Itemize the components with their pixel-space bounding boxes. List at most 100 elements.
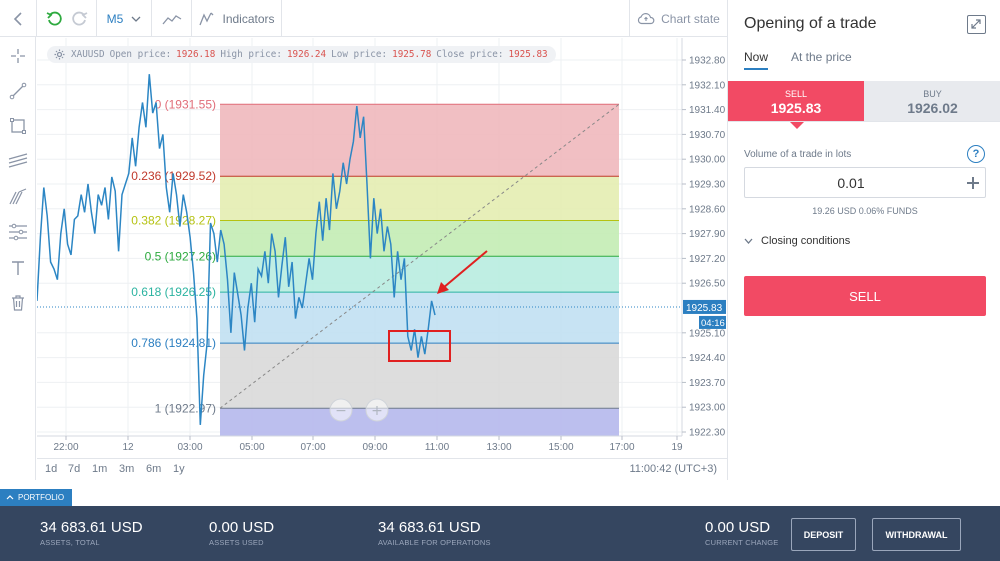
- current-price-badge-label: 1925.83: [686, 303, 723, 314]
- y-axis-tick-label: 1924.40: [689, 353, 726, 364]
- x-axis-tick-label: 17:00: [609, 442, 634, 453]
- withdrawal-button[interactable]: WITHDRAWAL: [872, 518, 961, 551]
- zoom-in-button[interactable]: [365, 398, 389, 422]
- ohlc-open-value: 1926.18: [176, 49, 216, 60]
- x-axis-tick-label: 22:00: [53, 442, 78, 453]
- indicators-label: Indicators: [222, 11, 275, 26]
- annotation-arrow-shaft: [442, 250, 488, 289]
- price-chart-svg[interactable]: 0 (1931.55)0.236 (1929.52)0.382 (1928.27…: [37, 38, 727, 458]
- expand-icon[interactable]: [967, 15, 986, 34]
- period-1m[interactable]: 1m: [92, 463, 108, 475]
- sell-button[interactable]: SELL: [744, 276, 986, 316]
- y-axis-tick-label: 1931.40: [689, 105, 726, 116]
- rectangle-tool-icon: [10, 118, 26, 134]
- sell-tile-pointer: [789, 121, 805, 129]
- fib-zone: [220, 408, 619, 436]
- server-clock: 11:00:42 (UTC+3): [629, 463, 717, 475]
- period-3m[interactable]: 3m: [119, 463, 135, 475]
- x-axis-tick-label: 07:00: [300, 442, 325, 453]
- y-axis-tick-label: 1923.00: [689, 403, 726, 414]
- buy-price-tile[interactable]: BUY 1926.02: [864, 81, 1000, 121]
- y-axis-tick-label: 1928.60: [689, 204, 726, 215]
- buy-tile-price: 1926.02: [907, 100, 958, 116]
- channel-tool[interactable]: [6, 148, 30, 172]
- timeframe-select[interactable]: M5: [97, 0, 152, 37]
- ohlc-close-value: 1925.83: [508, 49, 548, 60]
- ohlc-low-value: 1925.78: [392, 49, 432, 60]
- margin-info: 19.26 USD 0.06% FUNDS: [812, 206, 918, 216]
- fib-level-label: 0.5 (1927.26): [145, 249, 216, 263]
- price-chart[interactable]: 0 (1931.55) 0.236 (1929.52) 0.382 (1928.27…: [37, 38, 727, 458]
- y-axis-tick-label: 1929.30: [689, 180, 726, 191]
- panel-title: Opening of a trade: [744, 15, 877, 32]
- chevron-down-icon: [131, 16, 141, 22]
- chevron-down-icon: [744, 238, 753, 244]
- volume-input[interactable]: [744, 167, 986, 198]
- trash-icon: [12, 295, 24, 311]
- redo-icon[interactable]: [71, 11, 88, 27]
- ohlc-close-label: Close price:: [436, 49, 504, 60]
- delete-drawings-tool[interactable]: [6, 291, 30, 315]
- sell-tile-label: SELL: [784, 89, 808, 99]
- available-value: 34 683.61 USD: [378, 519, 481, 536]
- period-6m[interactable]: 6m: [146, 463, 162, 475]
- rectangle-tool[interactable]: [6, 114, 30, 138]
- annotation-arrow-head: [437, 282, 449, 294]
- period-7d[interactable]: 7d: [68, 463, 81, 475]
- fib-level-label: 0 (1931.55): [155, 97, 216, 111]
- x-axis-tick-label: 11:00: [425, 442, 450, 453]
- current-change-label: CURRENT CHANGE: [705, 538, 779, 547]
- volume-increase-button[interactable]: [960, 168, 986, 197]
- back-button[interactable]: [0, 0, 37, 37]
- pitchfork-tool[interactable]: [6, 184, 30, 208]
- chart-type-button[interactable]: [152, 0, 192, 37]
- tab-at-the-price[interactable]: At the price: [791, 50, 852, 64]
- assets-used-label: ASSETS USED: [209, 538, 264, 547]
- channel-tool-icon: [8, 153, 28, 168]
- ohlc-symbol: XAUUSD: [71, 49, 105, 60]
- chevron-up-icon: [6, 495, 14, 500]
- portfolio-tab[interactable]: PORTFOLIO: [0, 489, 72, 506]
- period-1d[interactable]: 1d: [45, 463, 58, 475]
- text-tool[interactable]: [6, 256, 30, 280]
- indicators-button[interactable]: Indicators: [192, 0, 282, 37]
- y-axis-tick-label: 1930.70: [689, 130, 726, 141]
- fib-zone: [220, 292, 619, 344]
- crosshair-tool[interactable]: [6, 44, 30, 68]
- zoom-in-symbol: +: [371, 403, 383, 419]
- assets-total: 34 683.61 USD ASSETS, TOTAL: [40, 519, 143, 547]
- deposit-button[interactable]: DEPOSIT: [791, 518, 856, 551]
- chart-state-button[interactable]: Chart state: [629, 0, 727, 37]
- price-series-line: [37, 74, 436, 425]
- symbol-settings-icon[interactable]: [54, 49, 65, 60]
- current-change-value: 0.00 USD: [705, 519, 771, 536]
- zoom-out-button[interactable]: [329, 398, 353, 422]
- countdown-badge: [699, 315, 726, 329]
- line-tool[interactable]: [6, 79, 30, 103]
- pitchfork-tool-icon: [9, 188, 27, 205]
- period-1y[interactable]: 1y: [173, 463, 185, 475]
- undo-icon[interactable]: [46, 11, 62, 27]
- help-icon[interactable]: ?: [967, 145, 985, 163]
- fibonacci-tool[interactable]: [6, 220, 30, 244]
- line-tool-icon: [9, 82, 27, 100]
- x-axis-tick-label: 12: [122, 442, 134, 453]
- y-axis-tick-label: 1932.80: [689, 56, 726, 67]
- closing-conditions-toggle[interactable]: Closing conditions: [744, 235, 850, 247]
- fib-zone: [220, 104, 619, 177]
- trade-panel: Opening of a trade Now At the price SELL…: [727, 0, 1000, 480]
- current-price-badge: [683, 299, 726, 314]
- sell-price-tile[interactable]: SELL 1925.83: [728, 81, 864, 121]
- fib-zone: [220, 220, 619, 257]
- tab-now[interactable]: Now: [744, 50, 769, 70]
- fib-level-label: 0.786 (1924.81): [131, 336, 216, 350]
- timeframe-value: M5: [106, 11, 124, 26]
- countdown-badge-label: 04:16: [701, 318, 725, 329]
- ohlc-open-label: Open price:: [109, 49, 172, 60]
- y-axis-tick-label: 1926.50: [689, 279, 726, 290]
- x-axis-tick-label: 09:00: [362, 442, 387, 453]
- ohlc-low-label: Low price:: [331, 49, 388, 60]
- fib-zone: [220, 343, 619, 409]
- drawing-tools: [0, 37, 36, 480]
- volume-label: Volume of a trade in lots: [744, 149, 852, 160]
